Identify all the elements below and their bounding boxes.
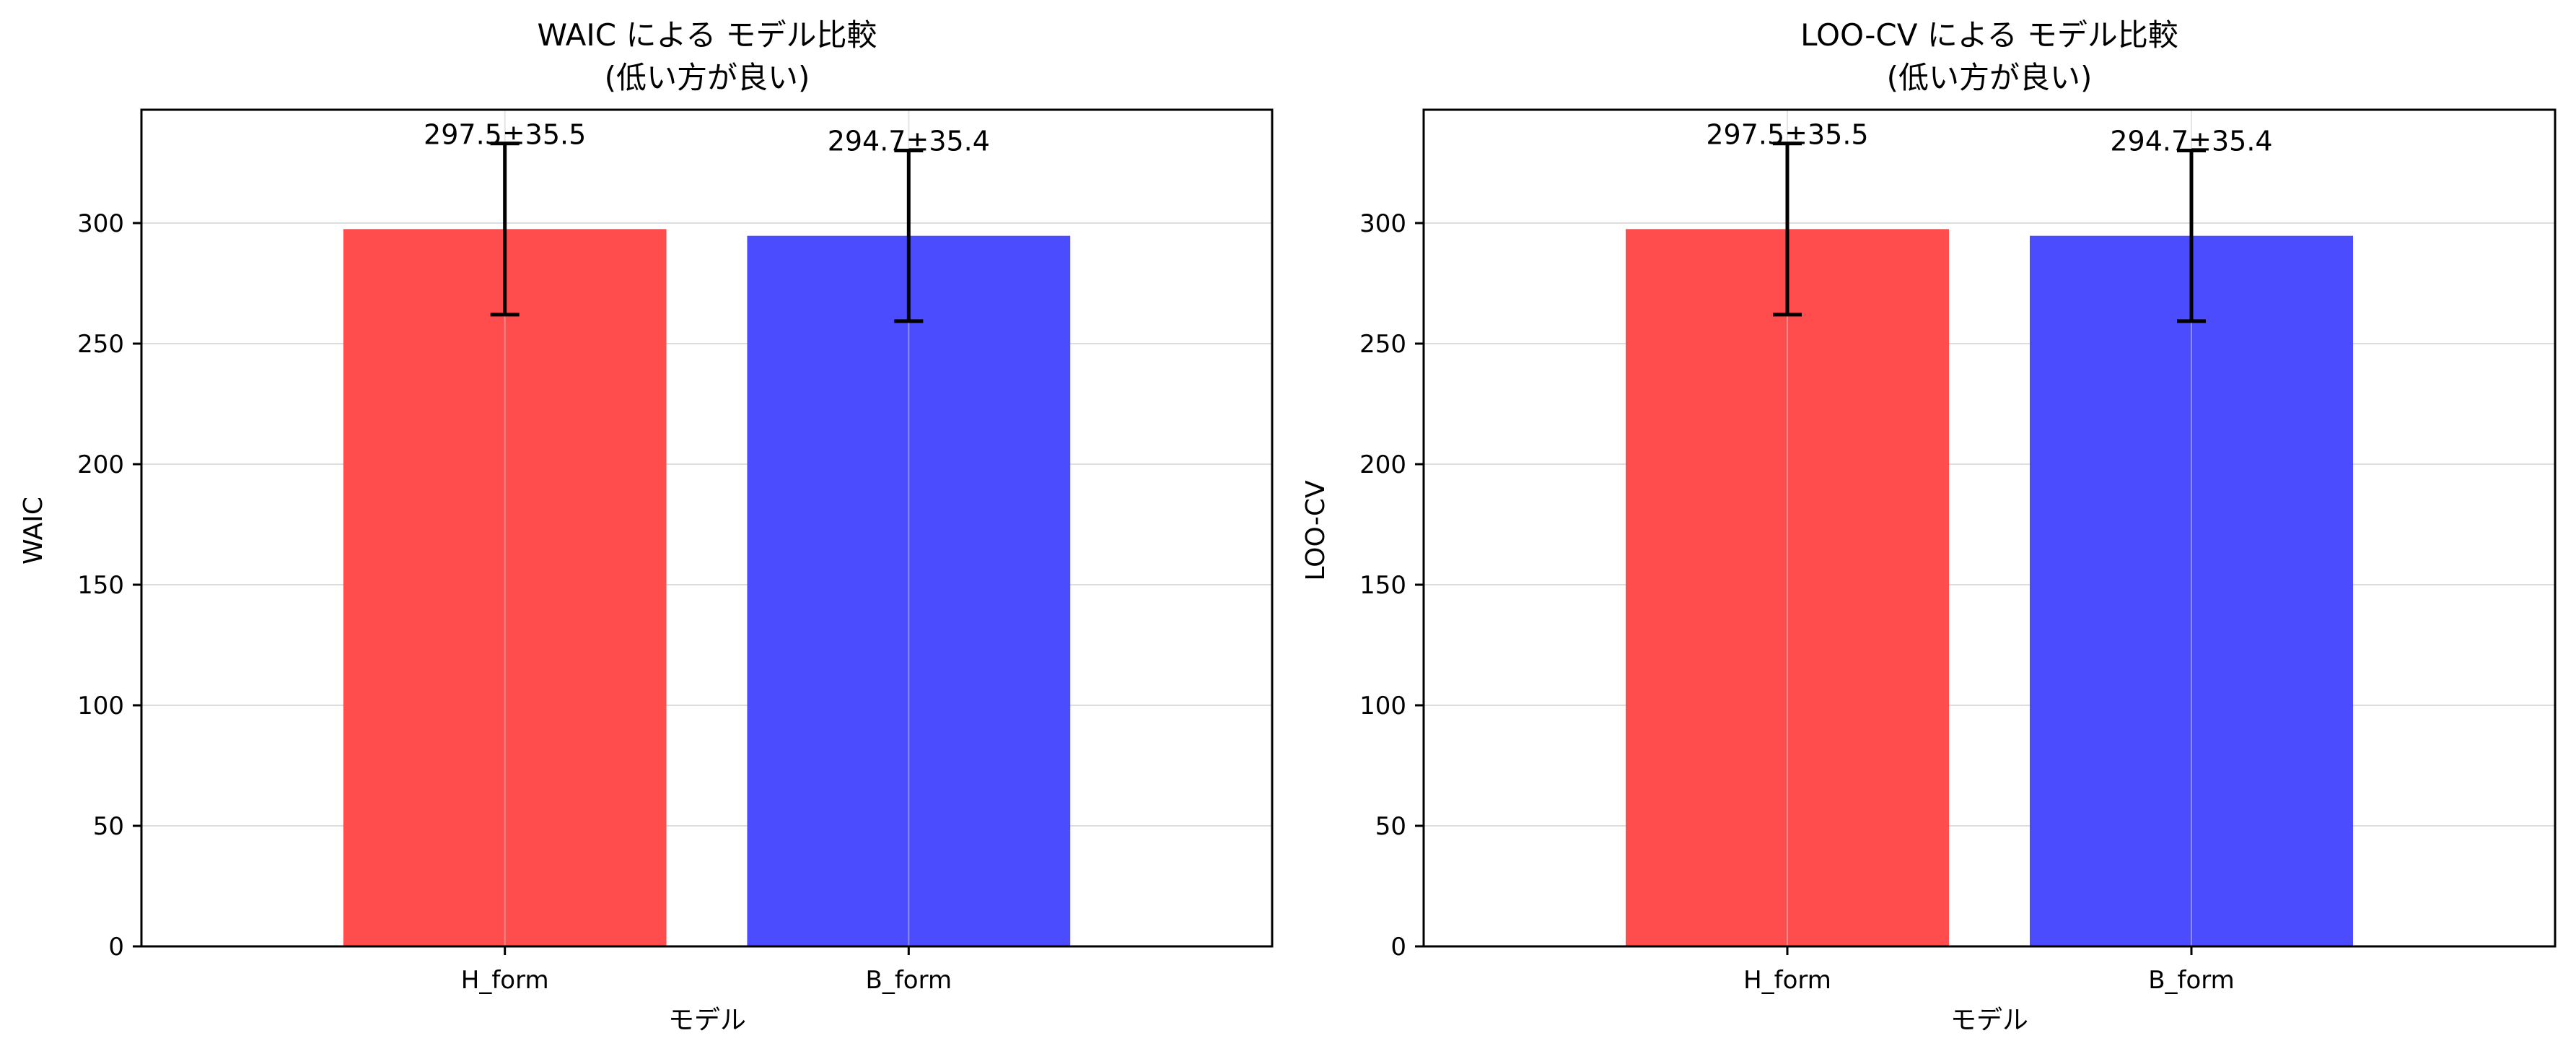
plot-frame	[140, 108, 1274, 948]
x-axis-label: モデル	[1950, 1006, 2028, 1035]
plot-frame	[1422, 108, 2557, 948]
gridlines	[1424, 222, 2555, 947]
y-tick-label: 100	[1359, 692, 1406, 720]
y-tick-label: 0	[1390, 933, 1406, 962]
y-tick-label: 50	[1375, 812, 1406, 841]
y-axis-label: WAIC	[19, 497, 48, 565]
x-tick-label: H_form	[1743, 966, 1831, 995]
y-tick-label: 50	[93, 812, 124, 841]
y-tick-label: 150	[77, 571, 124, 600]
data-label: 297.5±35.5	[424, 118, 586, 150]
y-tick-label: 300	[77, 209, 124, 238]
data-label: 297.5±35.5	[1706, 118, 1868, 150]
chart-panel-loocv: LOO-CV による モデル比較 (低い方が良い) モデル LOO-CV 297…	[1301, 17, 2557, 1035]
y-tick-label: 250	[1359, 330, 1406, 359]
gridlines	[141, 222, 1272, 947]
error-bar	[490, 141, 520, 317]
x-tick-label: B_form	[2148, 966, 2235, 995]
x-tick-label: H_form	[461, 966, 549, 995]
y-tick-label: 150	[1359, 571, 1406, 600]
y-tick-label: 0	[108, 933, 124, 962]
error-bar	[894, 148, 924, 323]
y-tick-label: 100	[77, 692, 124, 720]
chart-subtitle: (低い方が良い)	[1887, 60, 2093, 95]
x-tick-label: B_form	[866, 966, 952, 995]
chart-title: LOO-CV による モデル比較	[1800, 17, 2178, 53]
y-tick-label: 200	[1359, 450, 1406, 479]
data-label: 294.7±35.4	[2110, 126, 2272, 157]
x-axis-label: モデル	[668, 1006, 746, 1035]
chart-subtitle: (低い方が良い)	[605, 60, 810, 95]
chart-panel-waic: WAIC による モデル比較 (低い方が良い) モデル WAIC 297.5±3…	[19, 17, 1274, 1035]
error-bar	[1773, 141, 1802, 317]
y-axis-label: LOO-CV	[1301, 480, 1331, 581]
data-label: 294.7±35.4	[828, 126, 990, 157]
y-tick-label: 200	[77, 450, 124, 479]
error-bar	[2177, 148, 2206, 323]
y-tick-label: 250	[77, 330, 124, 359]
y-tick-label: 300	[1359, 209, 1406, 238]
chart-title: WAIC による モデル比較	[537, 17, 877, 53]
